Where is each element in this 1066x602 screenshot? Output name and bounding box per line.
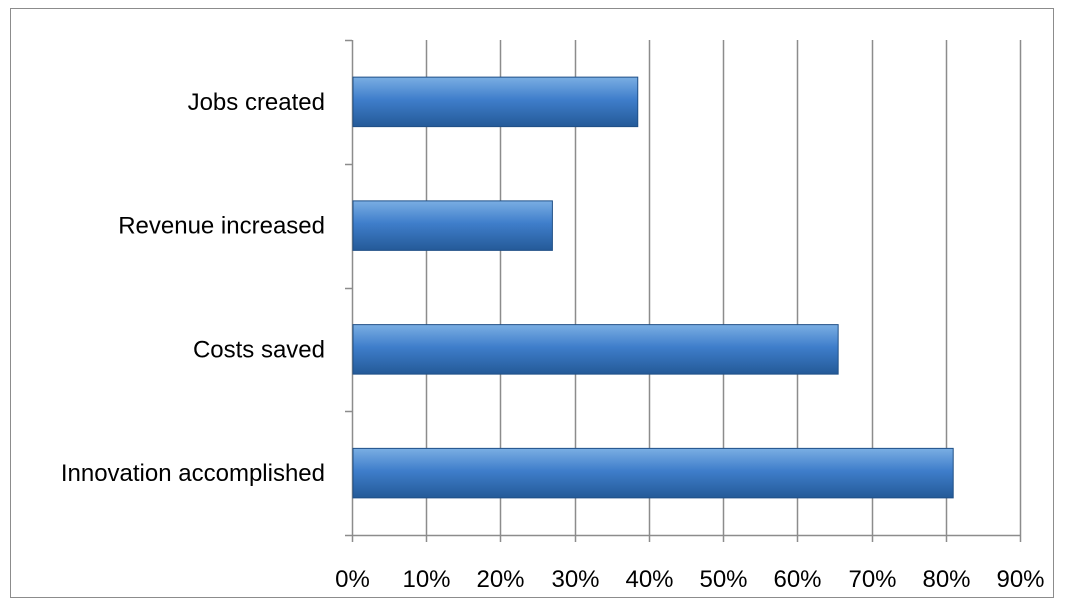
x-tick-labels: 0% 10% 20% 30% 40% 50% 60% 70% 80% 90% xyxy=(335,566,1044,593)
category-label: Costs saved xyxy=(193,336,325,363)
category-label: Revenue increased xyxy=(118,213,325,240)
bar xyxy=(352,324,839,375)
x-tick-label: 80% xyxy=(922,566,970,593)
x-tick-label: 70% xyxy=(848,566,896,593)
bar xyxy=(352,200,553,251)
category-label: Jobs created xyxy=(188,89,325,116)
x-tick-label: 90% xyxy=(996,566,1044,593)
x-tick-label: 20% xyxy=(476,566,524,593)
category-labels: Jobs created Revenue increased Costs saved… xyxy=(61,89,325,487)
x-tick-label: 60% xyxy=(773,566,821,593)
x-tick-label: 50% xyxy=(699,566,747,593)
category-label: Innovation accomplished xyxy=(61,460,325,487)
bars xyxy=(352,76,954,499)
x-tick-label: 40% xyxy=(625,566,673,593)
x-tick-label: 0% xyxy=(335,566,370,593)
bar xyxy=(352,447,954,499)
bar xyxy=(352,76,639,128)
x-tick-label: 30% xyxy=(551,566,599,593)
x-tick-label: 10% xyxy=(402,566,450,593)
